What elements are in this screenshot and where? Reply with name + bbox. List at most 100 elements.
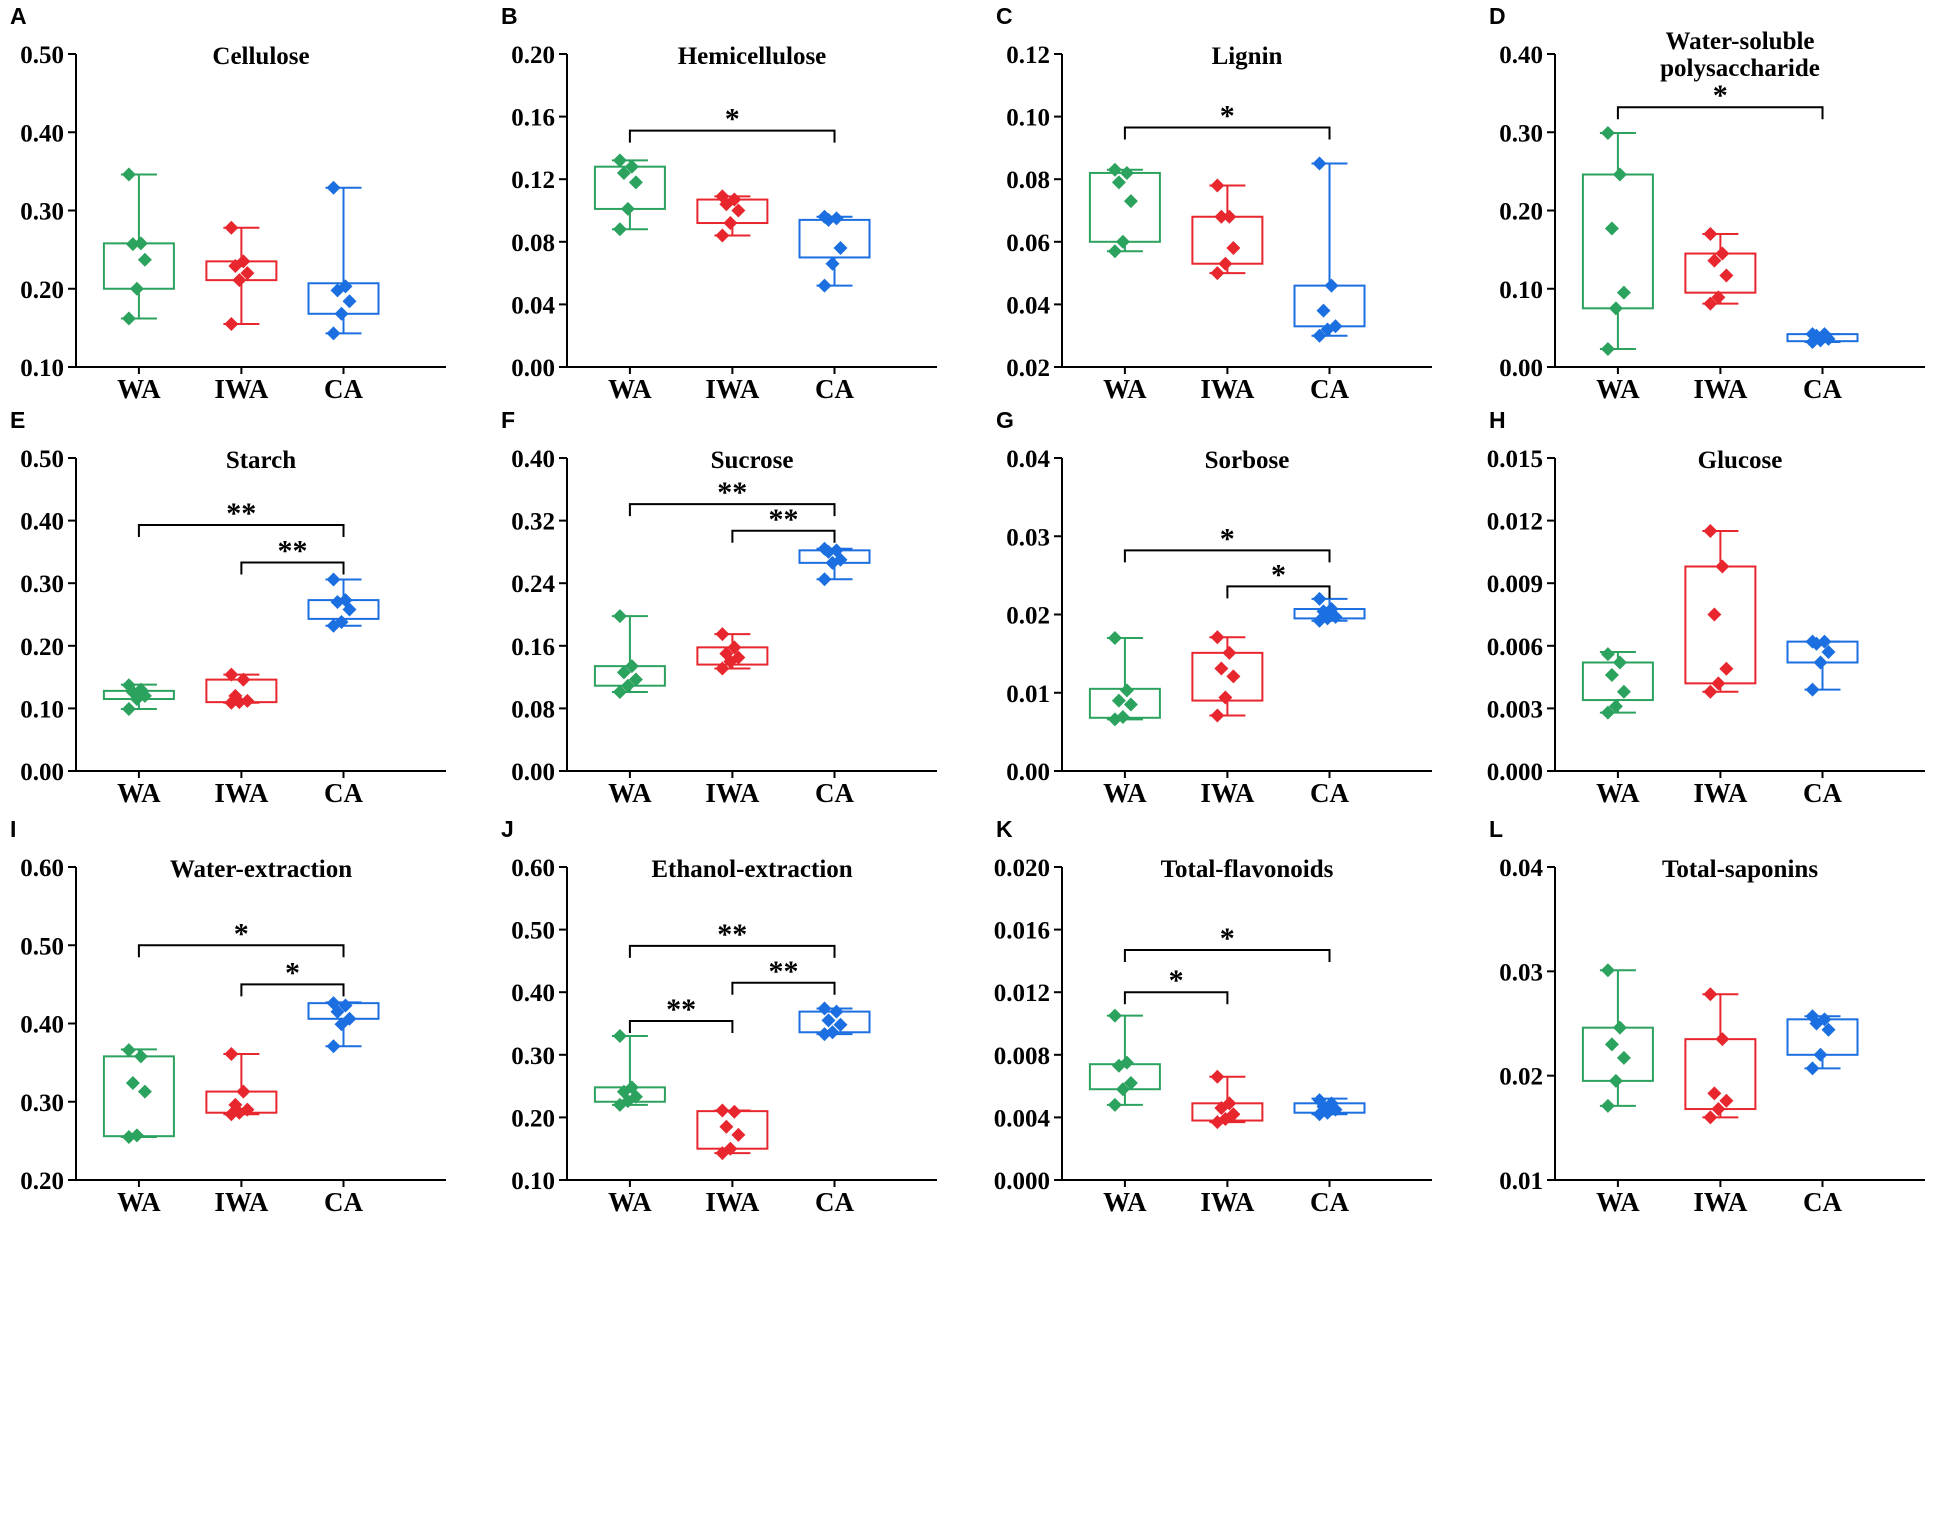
x-tick-label: CA <box>324 374 363 404</box>
box-iqr <box>1684 565 1757 685</box>
y-tick-label: 0.30 <box>20 199 64 226</box>
box-ca <box>307 996 380 1054</box>
box-iqr <box>1293 284 1366 328</box>
y-tick-label: 0.40 <box>20 120 64 147</box>
data-point <box>817 209 832 224</box>
box-ca <box>798 541 871 587</box>
y-tick-label: 0.00 <box>511 355 555 382</box>
data-point <box>817 572 832 587</box>
data-point <box>616 165 631 180</box>
data-point <box>1703 684 1718 699</box>
data-point <box>1119 1055 1134 1070</box>
data-point <box>326 1039 341 1054</box>
data-point <box>121 678 136 693</box>
box-iqr <box>1581 1026 1654 1082</box>
data-point <box>326 996 341 1011</box>
box-wa <box>1088 630 1161 727</box>
data-point <box>1210 1069 1225 1084</box>
x-tick-label: CA <box>1803 1187 1842 1217</box>
data-point <box>1210 266 1225 281</box>
data-point <box>1805 1061 1820 1076</box>
x-tick-label: IWA <box>1693 778 1748 808</box>
data-point <box>236 1084 251 1099</box>
data-point <box>1703 226 1718 241</box>
data-point <box>1600 963 1615 978</box>
significance-label: * <box>234 917 249 950</box>
data-point <box>232 273 247 288</box>
data-point <box>1115 234 1130 249</box>
box-wa <box>593 1029 666 1112</box>
data-point <box>1715 559 1730 574</box>
x-tick-label: IWA <box>1693 1187 1748 1217</box>
significance-bracket <box>1616 106 1824 120</box>
significance-label: * <box>1220 922 1235 955</box>
data-point <box>1608 699 1623 714</box>
significance-label: ** <box>717 918 747 951</box>
data-point <box>1711 290 1726 305</box>
significance-label: ** <box>226 497 256 530</box>
data-point <box>723 216 738 231</box>
data-point <box>1115 1082 1130 1097</box>
y-tick-label: 0.04 <box>1006 446 1050 473</box>
data-point <box>334 306 349 321</box>
data-point <box>1817 634 1832 649</box>
data-point <box>1210 630 1225 645</box>
data-point <box>727 192 742 207</box>
panel-label: H <box>1489 407 1506 433</box>
data-point <box>1222 645 1237 660</box>
data-point <box>121 702 136 717</box>
box-iqr <box>102 242 175 290</box>
y-tick-label: 0.06 <box>1006 230 1050 257</box>
box-iwa <box>205 667 278 710</box>
box-iqr <box>1581 661 1654 702</box>
data-point <box>338 593 353 608</box>
y-tick-label: 0.60 <box>20 855 64 882</box>
significance-bracket <box>1226 585 1331 599</box>
data-point <box>1226 241 1241 256</box>
data-point <box>1821 1022 1836 1037</box>
data-point <box>833 241 848 256</box>
data-point <box>1715 246 1730 261</box>
y-tick-label: 0.24 <box>511 571 555 598</box>
x-tick-label: IWA <box>705 1187 760 1217</box>
panel-b: B Hemicellulose 0.00 0.04 0.08 0.12 0.16 0.20 WA… <box>501 3 937 404</box>
data-point <box>1111 693 1126 708</box>
y-tick-label: 0.50 <box>20 42 64 69</box>
x-tick-label: IWA <box>1200 374 1255 404</box>
data-point <box>715 627 730 642</box>
data-point <box>715 228 730 243</box>
data-point <box>224 316 239 331</box>
box-iqr <box>798 218 871 259</box>
box-ca <box>798 1001 871 1042</box>
panel-f: F Sucrose 0.00 0.08 0.16 0.24 0.32 0.40 WA IWA CA *… <box>501 407 937 808</box>
y-tick-label: 0.01 <box>1006 681 1050 708</box>
data-point <box>1222 209 1237 224</box>
x-tick-label: CA <box>815 374 854 404</box>
data-point <box>133 682 148 697</box>
panel-i: I Water-extraction 0.20 0.30 0.40 0.50 0.60 WA I… <box>10 816 446 1217</box>
y-tick-label: 0.40 <box>511 446 555 473</box>
data-point <box>628 672 643 687</box>
y-tick-label: 0.000 <box>994 1168 1050 1195</box>
data-point <box>334 615 349 630</box>
significance-bracket <box>137 523 345 537</box>
data-point <box>1616 684 1631 699</box>
data-point <box>620 678 635 693</box>
y-tick-label: 0.08 <box>1006 167 1050 194</box>
significance-bracket <box>628 944 836 958</box>
data-point <box>1600 647 1615 662</box>
panel-k: K Total-flavonoids 0.000 0.004 0.008 0.012 0.0… <box>994 816 1432 1217</box>
box-iqr <box>1786 1018 1859 1056</box>
y-tick-label: 0.20 <box>1499 199 1543 226</box>
box-iqr <box>1581 173 1654 310</box>
data-point <box>1222 1096 1237 1111</box>
data-point <box>1111 175 1126 190</box>
data-point <box>1703 524 1718 539</box>
data-point <box>620 201 635 216</box>
box-ca <box>1293 1093 1366 1122</box>
y-tick-label: 0.40 <box>1499 42 1543 69</box>
data-point <box>829 543 844 558</box>
data-point <box>1218 690 1233 705</box>
x-tick-label: WA <box>1596 778 1640 808</box>
data-point <box>616 665 631 680</box>
